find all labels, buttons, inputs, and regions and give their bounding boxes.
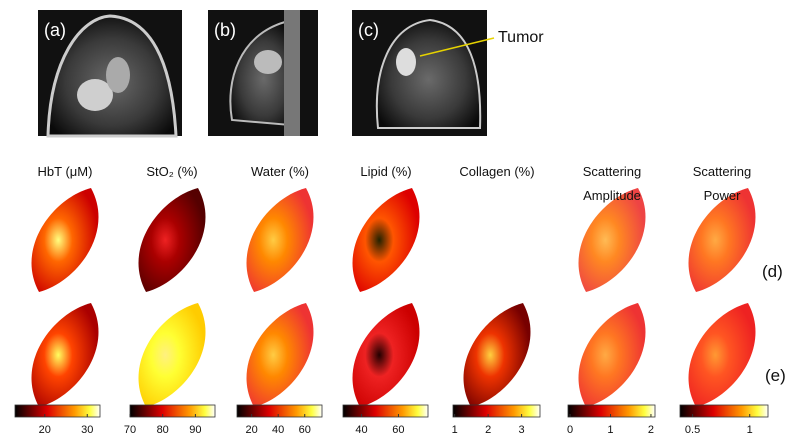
panel-label: (a) [44,20,66,40]
column-header: StO₂ (%) [146,164,197,179]
tick-label: 3 [519,424,525,436]
tick-label: 0.5 [685,424,700,436]
tick-label: 20 [245,424,257,436]
colorbar [14,404,101,418]
tick-label: 40 [272,424,284,436]
column-header: HbT (μM) [38,164,93,179]
colorbar [567,404,656,418]
annotation-arrow [419,37,495,57]
panel-label: (b) [214,20,236,40]
colorbar [452,404,541,418]
tick-label: 60 [299,424,311,436]
column-header: Amplitude [583,188,641,203]
tick-label: 2 [485,424,491,436]
column-header: Water (%) [251,164,309,179]
column-header: Scattering [693,164,752,179]
colorbar [679,404,769,418]
tick-label: 70 [124,424,136,436]
tick-label: 2 [648,424,654,436]
column-header: Power [704,188,742,203]
tick-label: 40 [355,424,367,436]
heatmap [463,303,531,407]
row-label: (e) [765,366,786,385]
tick-label: 20 [39,424,51,436]
row-label: (d) [762,262,783,281]
column-header: Scattering [583,164,642,179]
tick-label: 1 [747,424,753,436]
heatmap [246,303,314,407]
annotation: Tumor [498,29,544,46]
tick-label: 60 [392,424,404,436]
heatmap [138,303,206,407]
heatmap [138,188,206,292]
heatmap [31,188,99,292]
colorbar [236,404,323,418]
tick-label: 30 [81,424,93,436]
mri-panel-a: (a) [38,10,182,138]
panel-label: (c) [358,20,379,40]
heatmap [578,303,646,407]
heatmap [31,303,99,407]
heatmap [246,188,314,292]
tick-label: 1 [452,424,458,436]
tick-label: 0 [567,424,573,436]
heatmap [688,188,756,292]
heatmap [352,188,420,292]
tick-label: 80 [157,424,169,436]
tick-label: 1 [607,424,613,436]
colorbar [342,404,429,418]
column-header: Lipid (%) [360,164,411,179]
heatmap [688,303,756,407]
mri-panel-c: (c) [352,10,487,136]
heatmap [352,303,420,407]
column-header: Collagen (%) [459,164,534,179]
colorbar [129,404,216,418]
mri-panel-b: (b) [208,10,318,136]
tick-label: 90 [189,424,201,436]
heatmap [578,188,646,292]
